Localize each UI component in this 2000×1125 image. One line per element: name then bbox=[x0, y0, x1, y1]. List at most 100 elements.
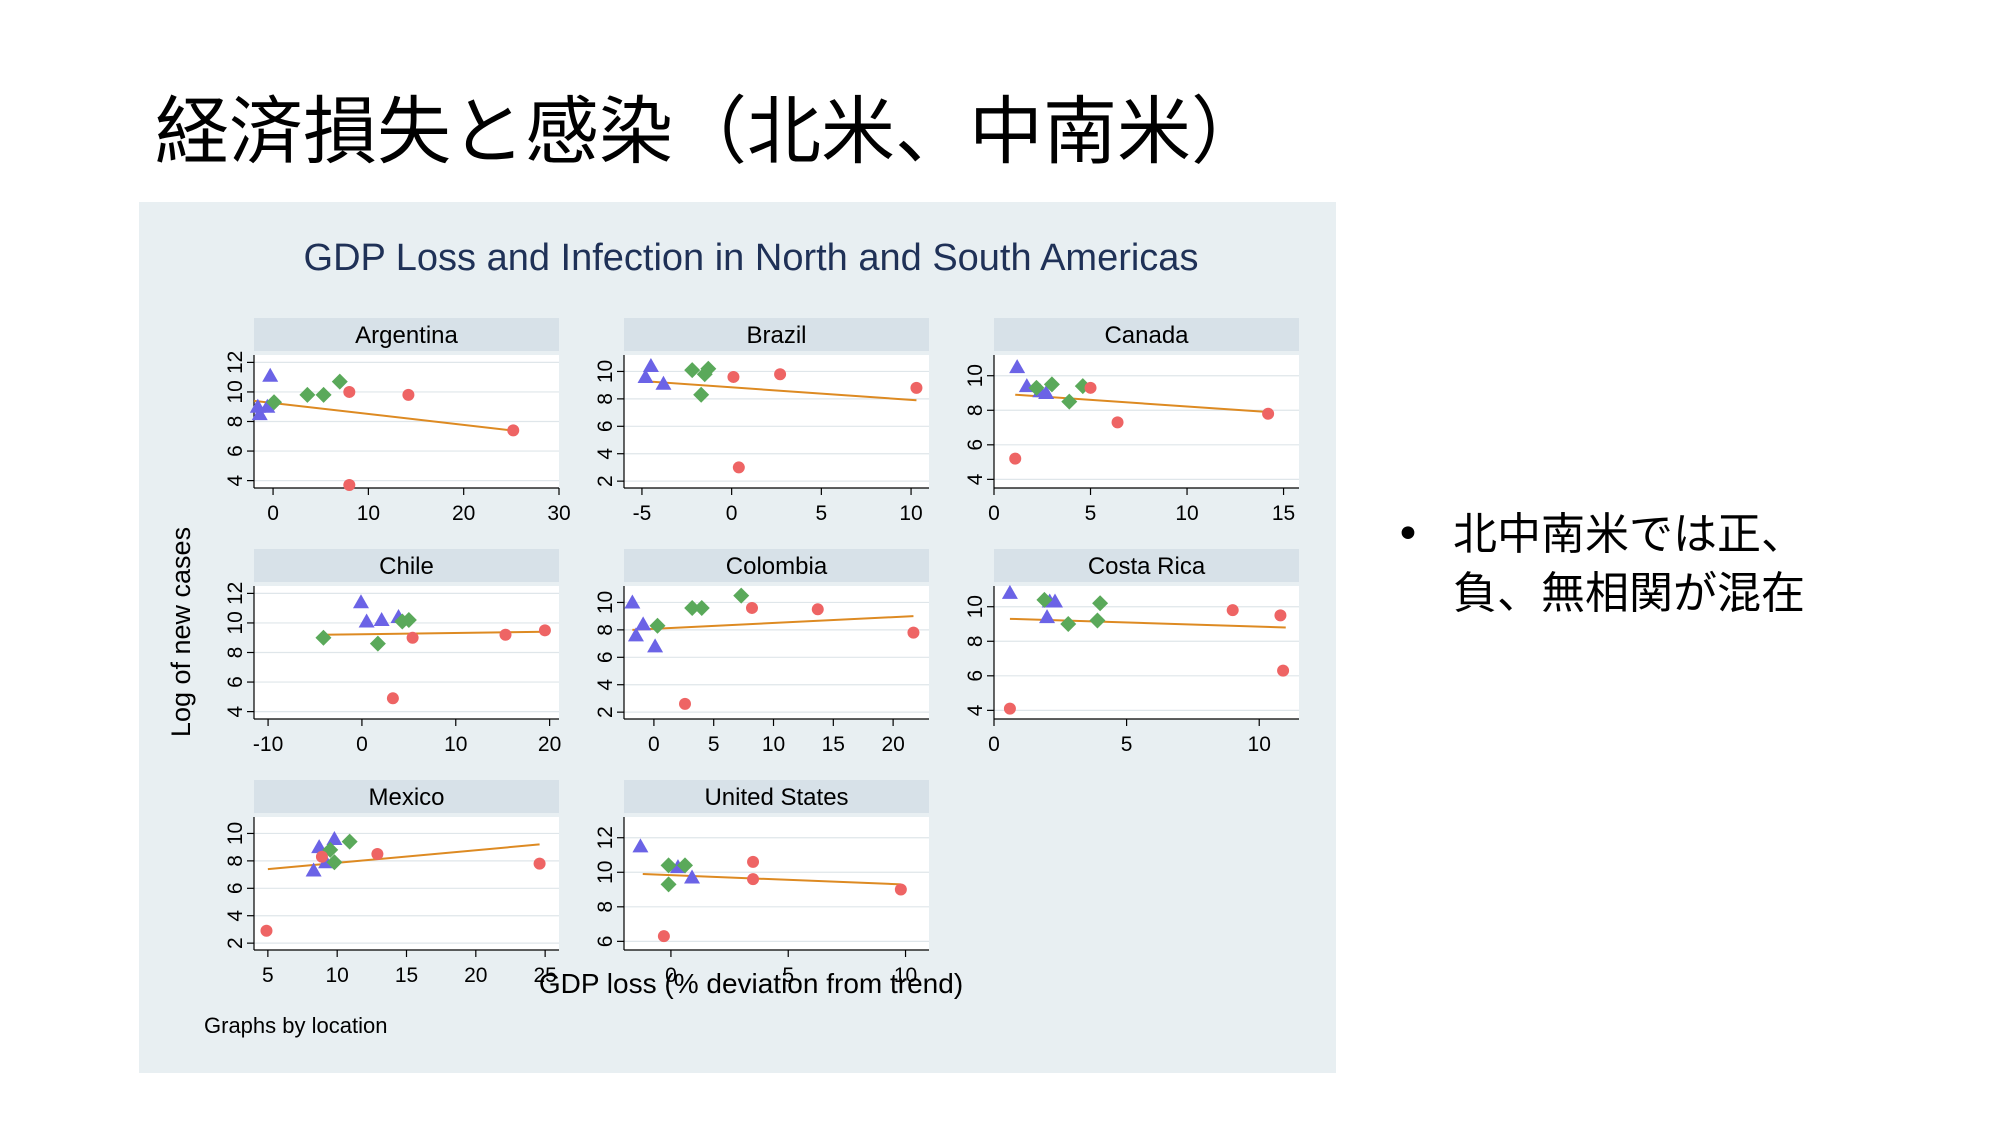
point-diamond bbox=[1036, 591, 1053, 608]
chart-title: GDP Loss and Infection in North and Sout… bbox=[304, 237, 1199, 279]
y-tick-label: 2 bbox=[594, 475, 617, 487]
point-circle bbox=[402, 388, 415, 401]
y-tick-label: 6 bbox=[964, 670, 987, 682]
panel-strip bbox=[624, 780, 929, 813]
point-circle bbox=[657, 930, 670, 943]
point-triangle bbox=[1038, 385, 1055, 399]
point-diamond bbox=[693, 386, 710, 403]
x-tick-label: 15 bbox=[822, 733, 845, 756]
point-triangle bbox=[262, 367, 279, 382]
plot-area bbox=[994, 355, 1299, 488]
x-tick-label: 10 bbox=[1248, 733, 1271, 756]
point-circle bbox=[343, 385, 356, 398]
x-tick-label: 10 bbox=[357, 502, 380, 525]
point-circle bbox=[507, 424, 520, 437]
x-tick-label: 10 bbox=[1175, 502, 1198, 525]
point-circle bbox=[894, 883, 907, 896]
panel-title: Chile bbox=[379, 553, 434, 580]
point-circle bbox=[1262, 407, 1275, 420]
y-tick-label: 10 bbox=[224, 380, 247, 403]
y-tick-label: 6 bbox=[224, 445, 247, 457]
panel-title: Colombia bbox=[726, 553, 828, 580]
x-tick-label: 5 bbox=[262, 964, 274, 987]
y-tick-label: 8 bbox=[964, 404, 987, 416]
point-circle bbox=[910, 381, 923, 394]
point-circle bbox=[732, 461, 745, 474]
point-triangle bbox=[326, 830, 343, 845]
point-diamond bbox=[660, 857, 677, 874]
x-tick-label: 5 bbox=[1121, 733, 1133, 756]
y-tick-label: 8 bbox=[594, 901, 617, 913]
slide-title: 経済損失と感染（北米、中南米） bbox=[155, 89, 1265, 175]
bullet-marker: • bbox=[1395, 509, 1421, 560]
point-triangle bbox=[251, 406, 268, 421]
point-diamond bbox=[649, 617, 666, 634]
x-tick-label: 5 bbox=[708, 733, 720, 756]
y-tick-label: 4 bbox=[964, 704, 987, 716]
point-circle bbox=[1084, 381, 1097, 394]
bullet-text: 北中南米では正、負、無相関が混在 bbox=[1453, 509, 1805, 619]
chart-svg: GDP Loss and Infection in North and Sout… bbox=[166, 237, 1299, 1038]
point-triangle bbox=[647, 638, 664, 653]
point-diamond bbox=[660, 876, 677, 893]
y-tick-label: 4 bbox=[594, 448, 617, 460]
point-circle bbox=[343, 479, 356, 492]
point-diamond bbox=[1028, 379, 1045, 396]
x-tick-label: 0 bbox=[665, 964, 677, 987]
x-tick-label: 5 bbox=[1085, 502, 1097, 525]
x-tick-label: 0 bbox=[988, 733, 1000, 756]
point-diamond bbox=[299, 386, 316, 403]
plot-area bbox=[624, 586, 929, 719]
x-tick-label: 0 bbox=[648, 733, 660, 756]
y-tick-label: 6 bbox=[224, 882, 247, 894]
point-circle bbox=[1226, 604, 1239, 617]
point-triangle bbox=[1047, 593, 1063, 608]
point-triangle bbox=[373, 611, 390, 626]
point-diamond bbox=[266, 394, 283, 411]
y-tick-label: 10 bbox=[964, 364, 987, 387]
point-diamond bbox=[1061, 393, 1078, 410]
point-triangle bbox=[352, 594, 369, 609]
x-tick-label: 0 bbox=[267, 502, 279, 525]
x-tick-label: 10 bbox=[762, 733, 785, 756]
x-tick-label: 10 bbox=[894, 964, 917, 987]
point-diamond bbox=[1060, 616, 1077, 632]
point-triangle bbox=[642, 357, 659, 372]
point-triangle bbox=[637, 368, 654, 383]
panel-strip bbox=[994, 549, 1299, 582]
x-tick-label: -5 bbox=[633, 502, 652, 525]
y-tick-label: 6 bbox=[224, 676, 247, 688]
plot-area bbox=[254, 817, 559, 950]
chart-note: Graphs by location bbox=[204, 1013, 387, 1038]
panel-chile: Chile 4 6 8 10 12 -10 0 10 20 bbox=[224, 549, 561, 756]
y-tick-label: 12 bbox=[224, 351, 247, 374]
y-tick-label: 8 bbox=[964, 635, 987, 647]
point-circle bbox=[386, 692, 399, 705]
point-circle bbox=[774, 368, 787, 381]
panel-title: Brazil bbox=[746, 322, 806, 349]
point-triangle bbox=[1039, 609, 1056, 624]
point-circle bbox=[406, 631, 419, 644]
point-circle bbox=[260, 924, 273, 937]
point-diamond bbox=[1089, 612, 1106, 629]
fit-line bbox=[632, 615, 914, 631]
y-tick-label: 4 bbox=[594, 679, 617, 691]
point-circle bbox=[1274, 609, 1287, 622]
point-triangle bbox=[624, 594, 641, 609]
y-tick-label: 12 bbox=[594, 826, 617, 849]
fit-line bbox=[1015, 393, 1269, 413]
plot-area bbox=[994, 586, 1299, 719]
point-diamond bbox=[1092, 595, 1109, 612]
point-diamond bbox=[315, 386, 332, 403]
panel-mexico: Mexico 2 4 6 8 10 5 10 15 20 25 bbox=[224, 780, 559, 987]
x-tick-label: 15 bbox=[1272, 502, 1295, 525]
y-tick-label: 8 bbox=[594, 624, 617, 636]
y-tick-label: 4 bbox=[964, 473, 987, 485]
y-tick-label: 8 bbox=[224, 855, 247, 867]
x-tick-label: 30 bbox=[547, 502, 570, 525]
fit-line bbox=[641, 380, 917, 402]
point-diamond bbox=[700, 360, 717, 377]
fit-line bbox=[642, 873, 901, 886]
panel-strip bbox=[254, 318, 559, 351]
x-tick-label: 20 bbox=[452, 502, 475, 525]
